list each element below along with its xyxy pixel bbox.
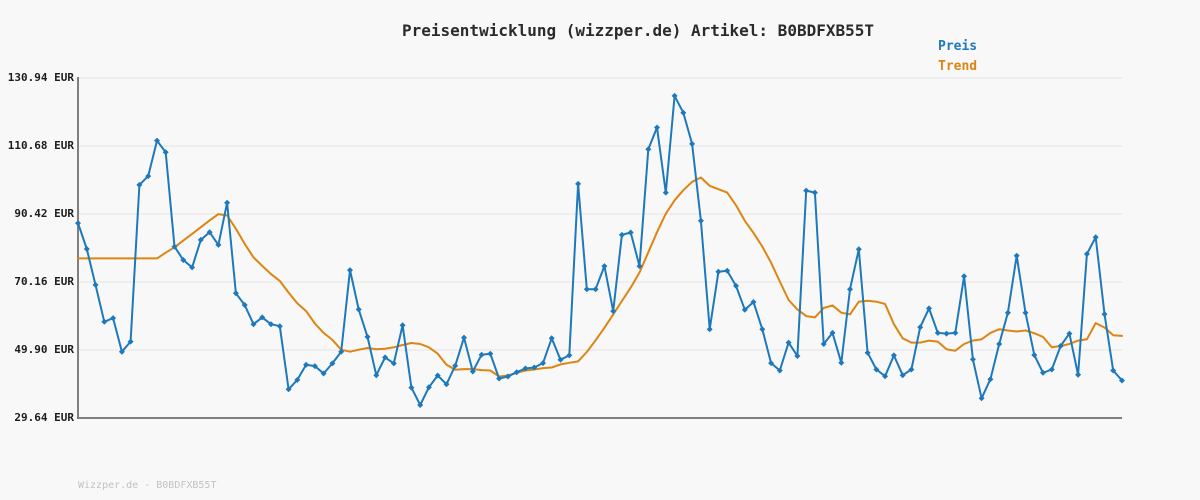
y-axis-tick-label: 130.94 EUR <box>7 71 74 84</box>
preis-line <box>77 94 1123 406</box>
watermark: Wizzper.de - B0BDFXB55T <box>78 480 217 491</box>
chart-legend: Preis Trend <box>938 40 977 80</box>
legend-item-preis: Preis <box>938 39 978 54</box>
y-axis-tick-label: 49.90 EUR <box>14 343 74 356</box>
y-axis-tick-label: 29.64 EUR <box>14 411 74 424</box>
y-axis-tick-label: 70.16 EUR <box>14 275 74 288</box>
y-axis-tick-label: 110.68 EUR <box>7 139 74 152</box>
y-axis-tick-label: 90.42 EUR <box>14 207 74 220</box>
trend-line <box>77 176 1123 378</box>
legend-item-trend: Trend <box>938 59 978 74</box>
chart-title: Preisentwicklung (wizzper.de) Artikel: B… <box>402 21 875 40</box>
